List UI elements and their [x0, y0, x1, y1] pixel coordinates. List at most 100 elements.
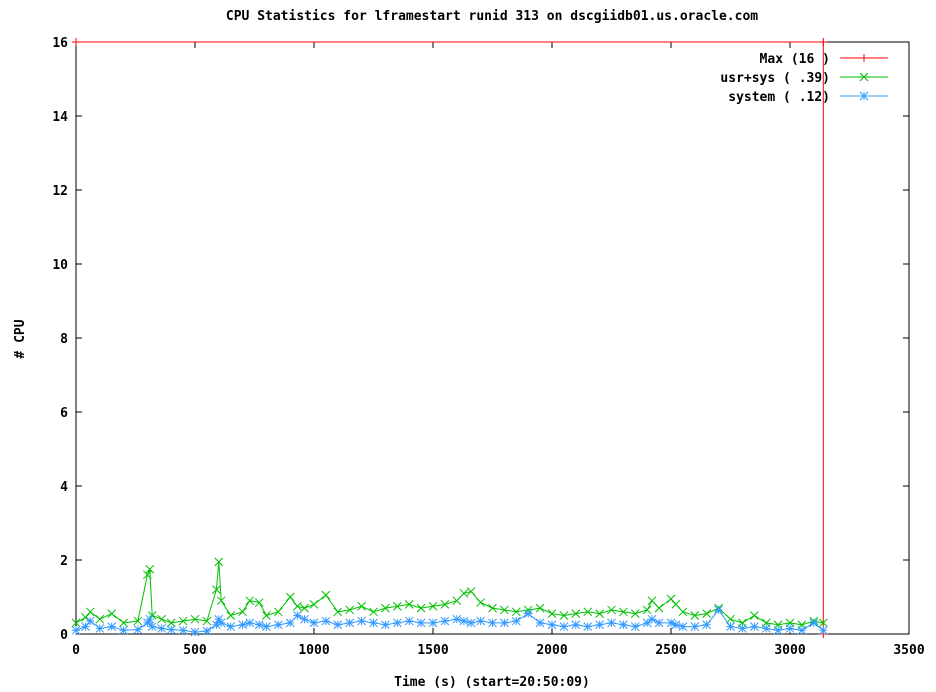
data-point: [571, 609, 581, 619]
data-point: [262, 611, 271, 620]
legend-marker: [859, 72, 869, 82]
data-point: [809, 618, 819, 628]
data-point: [212, 585, 221, 594]
data-point: [292, 601, 302, 611]
data-point: [404, 600, 414, 609]
data-point: [333, 620, 343, 630]
data-point: [678, 607, 688, 617]
data-point: [178, 616, 188, 626]
legend: Max (16 ) usr+sys ( .39) system ( .12): [720, 52, 888, 105]
data-point: [583, 622, 593, 631]
data-point: [416, 618, 426, 628]
data-point: [459, 588, 469, 598]
ticks-layer: 0 500 1000 1500 2000 2500 3000 3500 0 2 4 6 8 10 12 14 1…: [52, 36, 924, 658]
data-point: [476, 616, 485, 626]
data-point: [647, 596, 657, 606]
data-point: [571, 620, 581, 630]
y-tick-label: 14: [52, 110, 68, 125]
data-point: [671, 620, 681, 630]
data-point: [690, 611, 700, 620]
y-tick-label: 8: [60, 332, 68, 347]
chart-title: CPU Statistics for lframestart runid 313…: [226, 9, 758, 24]
data-point: [333, 607, 343, 617]
y-tick-label: 2: [60, 554, 68, 569]
data-point: [321, 616, 331, 626]
data-point: [166, 625, 176, 634]
series-line: [76, 41, 824, 634]
data-point: [785, 624, 795, 633]
data-point: [202, 626, 212, 636]
data-point: [642, 605, 652, 615]
data-point: [95, 614, 105, 624]
data-point: [476, 598, 485, 607]
data-point: [273, 620, 283, 630]
data-point: [607, 618, 616, 628]
data-point: [254, 620, 264, 630]
data-point: [619, 607, 628, 617]
data-point: [607, 605, 616, 615]
x-tick-label: 2500: [655, 643, 686, 658]
y-tick-label: 10: [52, 258, 68, 273]
data-point: [369, 618, 378, 628]
y-tick-label: 6: [60, 406, 68, 421]
series-1: [71, 557, 828, 630]
data-point: [119, 618, 128, 628]
data-point: [157, 614, 167, 624]
data-point: [214, 557, 224, 567]
x-tick-label: 3000: [774, 643, 805, 658]
legend-marker: [860, 54, 868, 62]
data-point: [654, 618, 664, 628]
x-tick-label: 3500: [893, 643, 924, 658]
data-point: [357, 601, 366, 611]
data-point: [559, 611, 569, 620]
data-point: [85, 607, 95, 617]
data-point: [190, 614, 200, 624]
y-tick-label: 12: [52, 184, 68, 199]
data-point: [72, 38, 80, 46]
data-point: [666, 594, 676, 604]
data-point: [71, 625, 81, 635]
data-point: [702, 609, 712, 619]
data-point: [381, 620, 390, 630]
data-point: [714, 605, 723, 615]
x-tick-label: 1500: [417, 643, 448, 658]
data-point: [190, 627, 200, 637]
data-point: [428, 601, 438, 611]
legend-marker: [859, 91, 869, 101]
data-point: [381, 603, 390, 613]
data-point: [226, 622, 236, 631]
data-point: [440, 600, 450, 609]
data-point: [726, 614, 735, 624]
data-point: [166, 618, 176, 628]
data-point: [85, 616, 95, 626]
data-point: [245, 618, 255, 628]
y-tick-label: 0: [60, 628, 68, 643]
x-tick-label: 500: [183, 643, 207, 658]
data-point: [262, 622, 271, 631]
x-axis-label: Time (s) (start=20:50:09): [394, 675, 590, 690]
data-point: [81, 612, 90, 622]
data-point: [416, 603, 426, 613]
data-point: [647, 614, 657, 624]
data-point: [535, 603, 545, 613]
data-point: [157, 624, 167, 633]
data-point: [309, 600, 319, 609]
plot-frame: [75, 41, 910, 635]
data-point: [595, 620, 604, 630]
series-line: [75, 609, 824, 633]
data-point: [500, 618, 509, 628]
data-point: [452, 614, 462, 624]
data-point: [321, 590, 331, 600]
data-point: [595, 609, 604, 619]
data-point: [459, 616, 469, 626]
series-layer: [71, 38, 828, 638]
data-point: [147, 622, 157, 631]
data-point: [749, 611, 759, 620]
data-point: [285, 592, 295, 602]
data-point: [511, 607, 521, 617]
data-point: [488, 603, 497, 613]
data-point: [285, 618, 295, 628]
data-point: [559, 622, 569, 631]
